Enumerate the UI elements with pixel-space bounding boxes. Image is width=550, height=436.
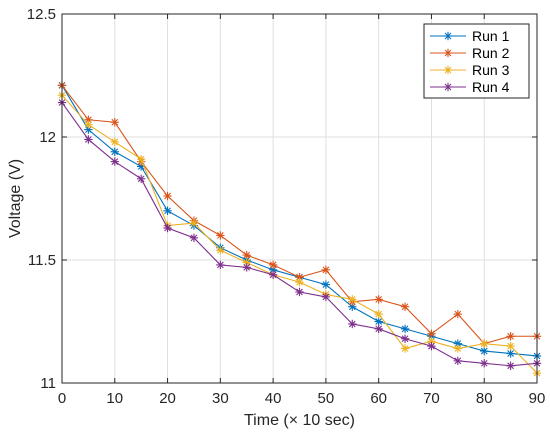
data-point-run-3: [84, 120, 93, 129]
data-point-run-1: [506, 349, 515, 358]
data-point-run-3: [506, 341, 515, 351]
data-point-run-4: [400, 334, 410, 343]
y-tick-label: 11: [40, 375, 56, 392]
x-tick-label: 90: [529, 390, 546, 407]
data-point-run-4: [295, 287, 304, 297]
data-point-run-3: [136, 154, 146, 164]
y-tick-label: 11.5: [28, 252, 56, 269]
data-point-run-2: [453, 309, 463, 319]
x-tick-label: 20: [159, 390, 176, 407]
y-axis-label: Voltage (V): [7, 159, 24, 238]
data-point-run-3: [480, 339, 489, 348]
data-point-run-4: [453, 356, 463, 366]
x-tick-label: 10: [106, 390, 123, 407]
data-point-run-2: [321, 265, 331, 275]
data-point-run-4: [189, 233, 199, 243]
data-point-run-4: [427, 341, 436, 351]
data-point-run-4: [480, 359, 489, 368]
legend-marker-run-1: [443, 31, 453, 41]
data-point-run-2: [268, 260, 278, 270]
data-point-run-3: [374, 309, 383, 319]
data-point-run-3: [400, 344, 410, 353]
data-point-run-1: [400, 324, 410, 334]
legend-label-run-3: Run 3: [472, 62, 510, 78]
data-point-run-3: [110, 137, 119, 147]
data-point-run-1: [480, 346, 489, 356]
x-tick-label: 30: [212, 390, 229, 407]
data-point-run-4: [242, 263, 251, 272]
data-point-run-2: [427, 329, 436, 338]
data-point-run-1: [321, 280, 331, 289]
data-point-run-3: [453, 344, 463, 353]
data-point-run-2: [242, 250, 251, 260]
data-point-run-4: [84, 135, 93, 144]
legend-marker-run-3: [443, 65, 453, 75]
x-tick-label: 50: [318, 390, 335, 407]
data-point-run-4: [348, 319, 357, 329]
data-point-run-4: [110, 157, 119, 166]
legend-label-run-4: Run 4: [472, 79, 510, 95]
y-tick-label: 12.5: [27, 6, 56, 23]
data-point-run-3: [295, 277, 304, 287]
data-point-run-3: [216, 245, 225, 255]
x-tick-label: 40: [265, 390, 282, 407]
legend-label-run-1: Run 1: [472, 28, 510, 44]
data-point-run-2: [163, 191, 172, 201]
legend-marker-run-2: [443, 48, 453, 58]
data-point-run-3: [427, 336, 436, 346]
data-point-run-4: [136, 174, 146, 184]
data-point-run-4: [163, 223, 172, 233]
data-point-run-3: [189, 218, 199, 228]
legend-label-run-2: Run 2: [472, 45, 510, 61]
data-point-run-1: [163, 206, 172, 215]
x-axis-label: Time (× 10 sec): [244, 412, 355, 429]
y-tick-label: 12: [39, 129, 56, 146]
x-tick-label: 70: [423, 390, 440, 407]
data-point-run-1: [374, 317, 383, 326]
legend-marker-run-4: [443, 82, 453, 92]
x-tick-label: 80: [476, 390, 493, 407]
data-point-run-2: [506, 332, 515, 341]
data-point-run-3: [348, 295, 357, 304]
data-point-run-2: [400, 302, 410, 311]
data-point-run-4: [216, 260, 225, 270]
data-point-run-4: [506, 361, 515, 370]
data-point-run-2: [374, 295, 383, 304]
data-point-run-4: [374, 324, 383, 334]
data-point-run-4: [321, 292, 331, 302]
data-point-run-1: [110, 147, 119, 156]
axes-box: [61, 13, 538, 384]
data-point-run-2: [216, 231, 225, 240]
data-point-run-2: [110, 118, 119, 127]
x-tick-label: 0: [58, 390, 66, 407]
data-point-run-4: [268, 270, 278, 279]
x-tick-label: 60: [370, 390, 387, 407]
